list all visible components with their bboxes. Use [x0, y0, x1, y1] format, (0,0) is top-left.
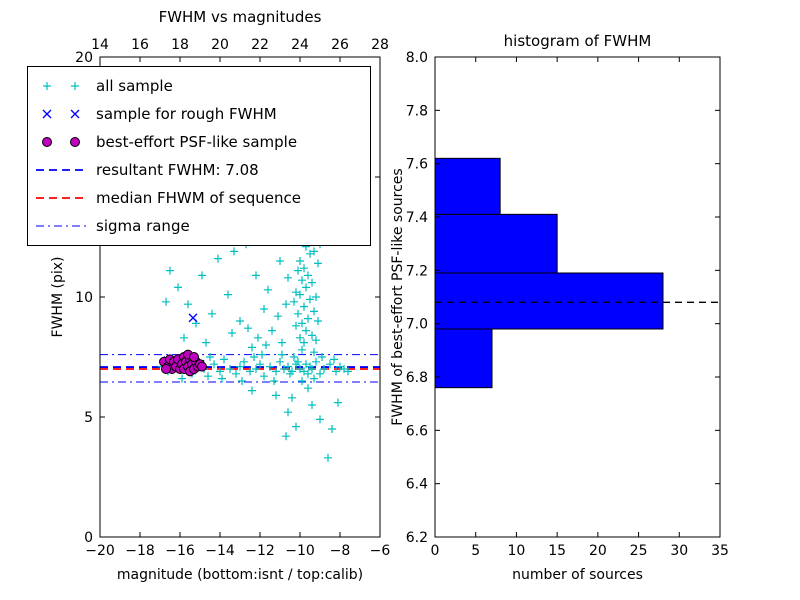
hist-axes-box	[434, 56, 721, 538]
tick-label: 14	[91, 37, 109, 53]
legend-item-resultant-fwhm: resultant FWHM: 7.08	[28, 156, 370, 184]
histogram-x-axis-label: number of sources	[512, 567, 643, 583]
hist-bars	[434, 157, 664, 389]
tick-label: 20	[211, 37, 229, 53]
scatter-y-axis-label: FWHM (pix)	[50, 256, 66, 338]
tick-label: 6.2	[406, 530, 428, 546]
tick-label: 10	[508, 543, 526, 559]
tick-label: 7.4	[406, 210, 428, 226]
tick-label: −10	[285, 543, 315, 559]
scatter-points	[158, 221, 352, 462]
legend-label: sigma range	[96, 217, 190, 235]
dashdot-line-icon	[36, 225, 86, 227]
tick-label: −16	[165, 543, 195, 559]
tick-label: 16	[131, 37, 149, 53]
legend-label: best-effort PSF-like sample	[96, 133, 298, 151]
legend-label: all sample	[96, 77, 173, 95]
tick-label: 10	[75, 290, 93, 306]
tick-label: 6.4	[406, 477, 428, 493]
tick-label: 24	[291, 37, 309, 53]
legend: all sample sample for rough FWHM best-ef…	[27, 66, 371, 246]
tick-label: 7.0	[406, 317, 428, 333]
tick-label: 6.6	[406, 423, 428, 439]
plus-marker-icon	[43, 82, 79, 90]
tick-label: −8	[330, 543, 351, 559]
tick-label: 20	[589, 543, 607, 559]
tick-label: 30	[670, 543, 688, 559]
tick-label: 28	[371, 37, 389, 53]
tick-label: −12	[245, 543, 275, 559]
tick-label: 6.8	[406, 370, 428, 386]
tick-label: 5	[84, 410, 93, 426]
histogram-plot-title: histogram of FWHM	[503, 32, 652, 50]
scatter-ref-lines	[100, 354, 380, 383]
dashed-line-icon	[36, 197, 86, 199]
legend-item-all-sample: all sample	[28, 72, 370, 100]
tick-label: 15	[548, 543, 566, 559]
tick-label: 7.2	[406, 263, 428, 279]
tick-label: 7.8	[406, 103, 428, 119]
tick-label: −6	[370, 543, 391, 559]
tick-label: 35	[711, 543, 729, 559]
tick-label: 26	[331, 37, 349, 53]
legend-label: resultant FWHM: 7.08	[96, 161, 259, 179]
legend-item-psf-like-sample: best-effort PSF-like sample	[28, 128, 370, 156]
dashed-line-icon	[36, 169, 86, 171]
x-marker-icon	[42, 109, 80, 119]
tick-label: 18	[171, 37, 189, 53]
tick-label: 8.0	[406, 50, 428, 66]
legend-label: sample for rough FWHM	[96, 105, 277, 123]
legend-label: median FHWM of sequence	[96, 189, 301, 207]
tick-labels: −20 14 −18 16 −16 18 −14 20 −12 22 −10 24 −8 26 −6 28 0 5…	[75, 37, 729, 559]
legend-item-rough-fwhm-sample: sample for rough FWHM	[28, 100, 370, 128]
scatter-x-axis-label: magnitude (bottom:isnt / top:calib)	[116, 567, 364, 583]
tick-label: 20	[75, 50, 93, 66]
tick-label: 0	[84, 530, 93, 546]
histogram-y-axis-label: FWHM of best-effort PSF-like sources	[390, 168, 406, 426]
tick-label: 7.6	[406, 157, 428, 173]
tick-label: 25	[630, 543, 648, 559]
tick-marks	[99, 56, 721, 538]
tick-label: −14	[205, 543, 235, 559]
tick-label: −18	[125, 543, 155, 559]
legend-item-median-fwhm: median FHWM of sequence	[28, 184, 370, 212]
tick-label: 22	[251, 37, 269, 53]
tick-label: −20	[85, 543, 115, 559]
tick-label: 5	[471, 543, 480, 559]
circle-marker-icon	[42, 137, 80, 147]
scatter-plot-title: FWHM vs magnitudes	[158, 8, 322, 26]
tick-label: 0	[431, 543, 440, 559]
legend-item-sigma-range: sigma range	[28, 212, 370, 240]
